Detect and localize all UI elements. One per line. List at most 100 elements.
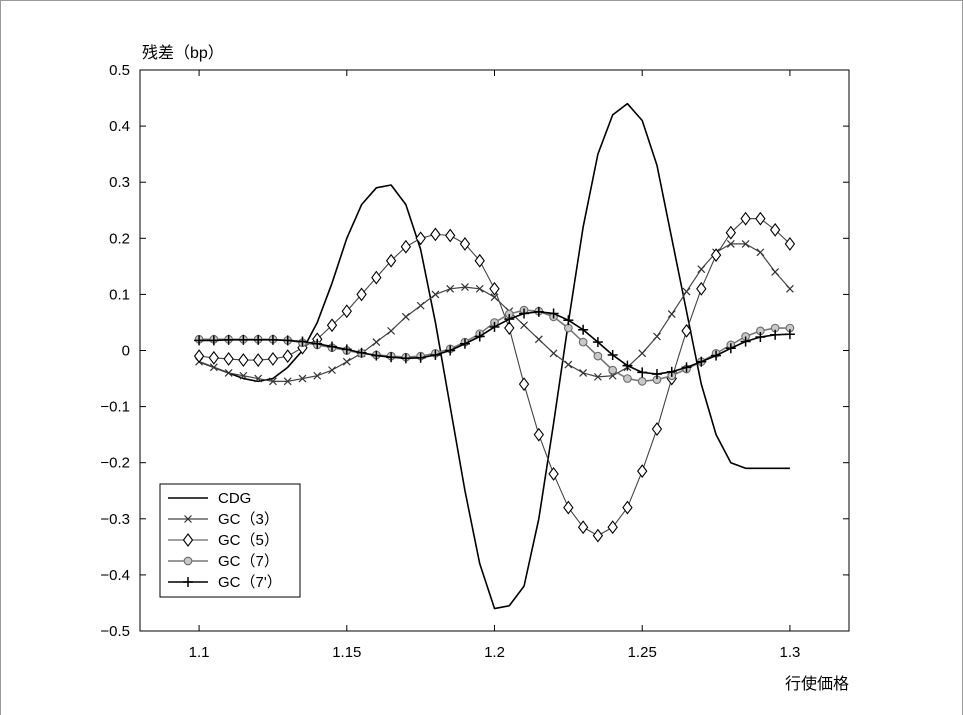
data-point-1-38 [756,248,765,257]
data-point-2-36 [725,225,737,240]
x-tick-label: 1.1 [189,644,210,661]
data-point-4-8 [312,338,323,349]
data-point-2-11 [356,287,367,302]
data-point-1-26 [579,369,588,377]
data-point-2-20 [489,281,500,296]
data-point-2-34 [696,281,707,296]
data-point-2-2 [223,351,234,366]
data-point-4-6 [282,335,293,346]
data-point-4-29 [622,360,633,371]
y-tick-label: −0.2 [100,455,130,472]
data-point-2-31 [651,422,663,436]
data-point-4-18 [459,338,470,349]
data-point-2-29 [622,500,633,515]
data-point-4-15 [415,352,426,363]
data-point-4-37 [740,336,751,347]
data-point-4-36 [725,343,736,354]
legend-swatch-marker [183,556,193,566]
data-point-2-16 [430,227,441,242]
data-point-4-4 [253,334,264,345]
data-point-2-12 [371,270,382,285]
legend-swatch-marker [182,533,194,547]
legend-swatch-marker [184,515,192,523]
data-point-3-29 [623,374,632,383]
data-point-1-18 [461,283,469,292]
data-point-4-17 [445,345,456,356]
y-tick-label: −0.3 [100,511,130,528]
y-tick-label: −0.1 [100,399,130,416]
data-point-4-22 [519,308,530,319]
data-point-1-24 [549,349,558,358]
data-point-2-13 [385,253,397,268]
data-point-1-3 [239,371,248,380]
data-point-4-39 [770,329,781,340]
data-point-2-5 [267,351,279,366]
data-point-2-23 [533,427,544,442]
data-point-1-1 [209,363,218,372]
data-point-3-26 [578,337,588,347]
y-tick-label: 0.2 [109,230,130,247]
data-point-2-35 [710,248,722,263]
data-point-1-16 [431,290,440,299]
data-point-1-37 [741,239,750,248]
data-point-4-33 [681,362,692,373]
x-tick-label: 1.15 [332,644,361,661]
data-point-1-19 [475,284,484,293]
data-point-4-24 [548,308,559,319]
data-point-4-31 [651,369,662,380]
data-point-2-9 [326,318,338,333]
y-tick-label: 0.3 [109,174,130,191]
data-point-4-13 [386,352,397,363]
data-point-1-15 [416,301,425,310]
data-point-2-37 [740,211,751,226]
data-point-4-38 [755,332,766,343]
data-point-2-25 [563,500,574,515]
x-axis-label: 行使価格 [785,675,849,693]
data-point-4-14 [400,353,411,364]
data-point-4-30 [637,367,648,378]
legend-entry: GC（3） [218,511,279,528]
data-point-4-21 [504,314,515,325]
data-point-4-16 [430,349,441,360]
data-point-4-20 [489,321,500,332]
data-point-1-40 [785,284,794,293]
data-point-2-27 [592,528,604,543]
x-tick-label: 1.25 [628,644,657,661]
data-point-1-34 [697,265,706,274]
data-point-1-30 [638,349,647,358]
data-point-2-38 [755,211,766,226]
data-point-2-6 [282,349,293,364]
data-point-4-1 [208,335,219,346]
data-point-4-23 [533,306,544,317]
y-tick-label: 0 [122,343,130,360]
data-point-2-19 [474,253,485,268]
data-point-1-31 [653,332,661,341]
data-point-2-39 [769,222,781,237]
data-point-1-22 [520,321,528,330]
data-point-4-9 [327,341,338,352]
data-point-1-14 [401,312,410,321]
data-point-2-24 [548,467,559,481]
data-point-4-40 [784,329,795,340]
data-point-2-40 [784,236,796,251]
legend-entry: GC（7） [218,553,279,570]
data-point-2-0 [193,349,205,364]
data-point-1-32 [667,310,676,318]
y-tick-label: −0.5 [100,623,130,640]
y-tick-label: 0.1 [109,286,130,303]
x-tick-label: 1.3 [779,644,800,661]
data-point-1-5 [269,377,277,386]
x-tick-label: 1.2 [484,644,505,661]
data-point-2-22 [518,377,530,392]
data-point-1-23 [534,335,543,344]
data-point-2-21 [504,321,515,335]
y-axis-label: 残差（bp） [142,44,224,62]
data-point-1-27 [593,372,602,381]
legend-entry: GC（5） [218,532,279,549]
data-point-2-3 [238,353,249,367]
data-point-2-4 [252,353,264,367]
y-tick-label: −0.4 [100,567,130,584]
data-point-3-25 [564,323,573,333]
data-point-4-26 [578,324,589,335]
